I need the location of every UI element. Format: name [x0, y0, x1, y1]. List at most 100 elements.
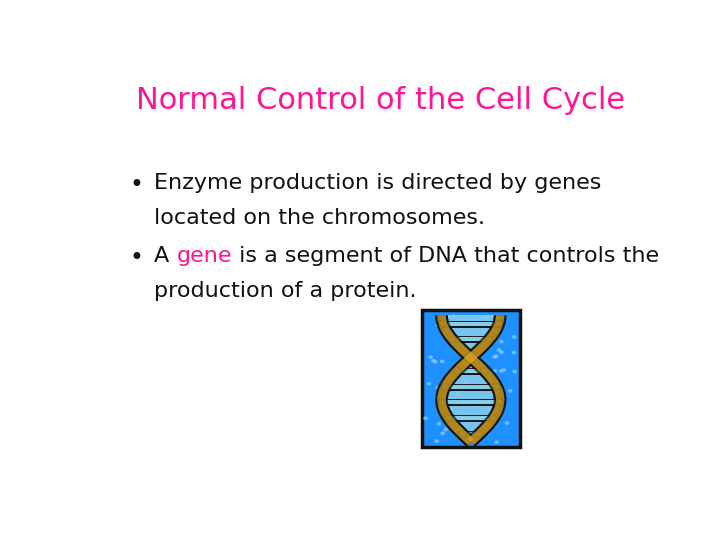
Circle shape [495, 441, 498, 443]
Circle shape [498, 349, 500, 351]
Circle shape [487, 409, 491, 411]
Circle shape [469, 352, 478, 359]
Circle shape [427, 382, 431, 385]
Circle shape [495, 320, 503, 327]
Circle shape [465, 343, 469, 346]
Circle shape [513, 336, 516, 338]
Circle shape [433, 361, 437, 363]
Circle shape [441, 383, 445, 386]
Circle shape [493, 356, 496, 358]
Circle shape [495, 403, 499, 406]
Circle shape [436, 324, 439, 326]
Circle shape [450, 408, 453, 410]
Circle shape [444, 428, 447, 431]
Circle shape [495, 385, 499, 388]
Text: gene: gene [176, 246, 232, 266]
Circle shape [486, 431, 490, 434]
Circle shape [481, 340, 485, 342]
FancyBboxPatch shape [422, 310, 520, 447]
Circle shape [453, 384, 456, 387]
Circle shape [460, 433, 464, 436]
Circle shape [485, 316, 488, 319]
Circle shape [500, 370, 503, 373]
Circle shape [495, 399, 505, 406]
Circle shape [497, 322, 501, 325]
Circle shape [475, 348, 479, 351]
Circle shape [498, 401, 503, 404]
Circle shape [466, 348, 469, 350]
Circle shape [500, 340, 503, 343]
Circle shape [458, 430, 467, 437]
Circle shape [474, 405, 477, 408]
Circle shape [455, 369, 459, 373]
Circle shape [444, 415, 453, 422]
Circle shape [482, 369, 487, 373]
Circle shape [464, 386, 468, 388]
Circle shape [508, 390, 512, 392]
Circle shape [472, 353, 476, 357]
Circle shape [495, 403, 499, 406]
Circle shape [457, 393, 461, 396]
Circle shape [438, 320, 447, 327]
Circle shape [435, 396, 438, 399]
Circle shape [480, 368, 489, 374]
Circle shape [485, 336, 494, 342]
Circle shape [446, 416, 451, 420]
Circle shape [441, 322, 445, 325]
Circle shape [464, 381, 467, 384]
Circle shape [441, 432, 444, 435]
Circle shape [487, 342, 491, 345]
Circle shape [444, 407, 447, 409]
Circle shape [486, 377, 490, 380]
Circle shape [441, 383, 449, 390]
Circle shape [466, 353, 470, 357]
Circle shape [464, 436, 467, 438]
Circle shape [432, 360, 435, 362]
Circle shape [467, 433, 470, 435]
Circle shape [441, 360, 444, 363]
Circle shape [475, 430, 484, 437]
Circle shape [482, 330, 486, 333]
Circle shape [487, 338, 492, 341]
Circle shape [512, 352, 516, 354]
Circle shape [513, 370, 516, 373]
Circle shape [448, 336, 456, 342]
Text: Enzyme production is directed by genes: Enzyme production is directed by genes [154, 173, 601, 193]
Circle shape [450, 338, 454, 341]
Circle shape [491, 416, 495, 420]
Circle shape [495, 355, 498, 357]
Circle shape [437, 423, 441, 425]
Text: located on the chromosomes.: located on the chromosomes. [154, 208, 485, 228]
Circle shape [489, 415, 498, 422]
Circle shape [464, 352, 472, 359]
Circle shape [467, 404, 469, 407]
Circle shape [456, 390, 459, 393]
Circle shape [437, 399, 446, 406]
Circle shape [502, 369, 505, 372]
Circle shape [436, 387, 439, 389]
Circle shape [435, 440, 438, 442]
Text: A: A [154, 246, 176, 266]
Circle shape [424, 417, 427, 420]
Circle shape [492, 383, 501, 390]
Circle shape [492, 424, 495, 426]
Circle shape [488, 421, 491, 423]
Text: •: • [129, 246, 143, 269]
Circle shape [453, 368, 462, 374]
Polygon shape [441, 315, 500, 442]
Circle shape [485, 367, 487, 369]
Circle shape [459, 384, 462, 387]
Circle shape [452, 315, 455, 318]
Circle shape [429, 356, 432, 359]
Text: Normal Control of the Cell Cycle: Normal Control of the Cell Cycle [135, 85, 625, 114]
Circle shape [505, 422, 509, 424]
Text: •: • [129, 173, 143, 197]
Circle shape [477, 433, 482, 436]
Circle shape [439, 401, 444, 404]
Circle shape [464, 323, 467, 326]
Circle shape [495, 330, 498, 333]
Circle shape [493, 369, 497, 372]
Circle shape [500, 351, 503, 353]
Text: production of a protein.: production of a protein. [154, 281, 417, 301]
Circle shape [457, 415, 461, 418]
